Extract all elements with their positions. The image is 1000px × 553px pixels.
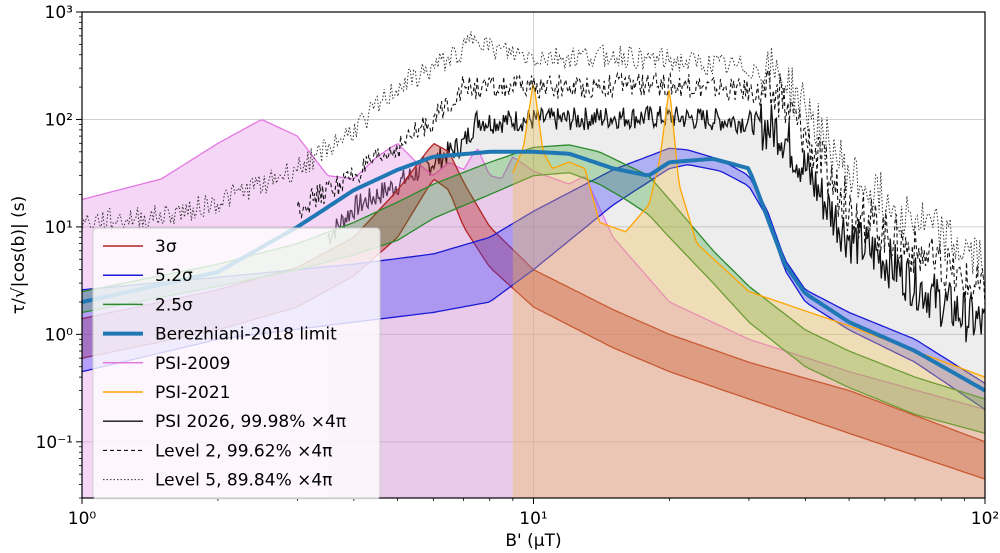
legend-box xyxy=(92,227,381,500)
series-psi-2021-area xyxy=(512,85,985,498)
series-2-5-band xyxy=(82,145,985,434)
y-tick-label: 10⁰ xyxy=(45,325,74,345)
tick-marks: 10⁰ 10¹ 10² 10⁻¹ 10⁰ 10¹ 10² 10³ xyxy=(36,3,1000,529)
series-psi-2009-line xyxy=(82,119,985,411)
series-psi-2026-99-98-4-area xyxy=(327,103,985,498)
y-tick-label: 10⁻¹ xyxy=(36,433,73,453)
y-tick-label: 10³ xyxy=(45,3,73,23)
series-3-band xyxy=(82,143,985,480)
legend-label: 3σ xyxy=(155,237,177,257)
x-tick-label: 10² xyxy=(971,509,999,529)
x-axis-label: B' (μT) xyxy=(505,531,561,551)
legend-label: 2.5σ xyxy=(155,295,193,315)
y-tick-label: 10¹ xyxy=(45,218,73,238)
y-tick-label: 10² xyxy=(45,110,73,130)
legend-label: PSI-2021 xyxy=(155,383,230,403)
legend-label: 5.2σ xyxy=(155,266,193,286)
legend-label: PSI 2026, 99.98% ×4π xyxy=(155,412,346,432)
series-level-2-99-62-4-line xyxy=(296,70,985,305)
legend-label: Level 2, 99.62% ×4π xyxy=(155,441,332,461)
legend: 3σ 5.2σ 2.5σ Berezhiani-2018 limit PSI-2009 P… xyxy=(92,227,381,500)
series-level-5-89-84-4-line xyxy=(82,31,985,289)
x-tick-label: 10⁰ xyxy=(68,509,97,529)
legend-label: Berezhiani-2018 limit xyxy=(155,325,337,345)
x-tick-label: 10¹ xyxy=(519,509,547,529)
legend-label: PSI-2009 xyxy=(155,354,230,374)
y-axis-label: τ/√|cos(b)| (s) xyxy=(9,196,29,314)
legend-label: Level 5, 89.84% ×4π xyxy=(155,471,332,491)
